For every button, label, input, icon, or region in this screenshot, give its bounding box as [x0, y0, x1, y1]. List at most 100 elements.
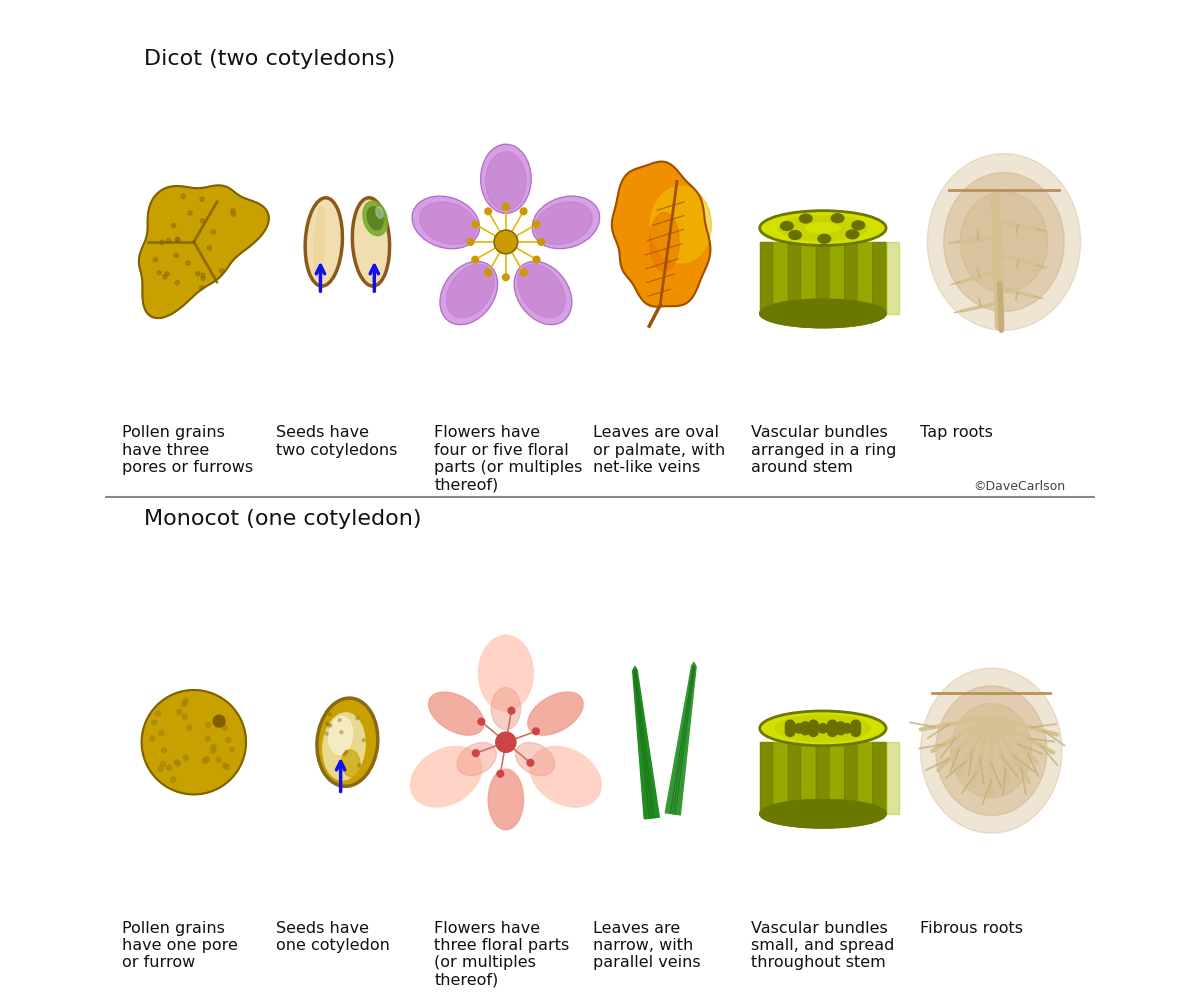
Circle shape [150, 736, 155, 741]
Circle shape [222, 725, 227, 730]
Ellipse shape [530, 746, 601, 807]
Ellipse shape [950, 704, 1032, 797]
Circle shape [828, 720, 838, 730]
Circle shape [809, 727, 818, 737]
Circle shape [164, 272, 169, 276]
Circle shape [494, 230, 517, 254]
Polygon shape [760, 742, 886, 813]
Circle shape [184, 755, 188, 760]
Circle shape [157, 270, 161, 275]
Ellipse shape [775, 715, 870, 742]
Bar [830, 742, 842, 813]
Ellipse shape [428, 692, 484, 735]
Bar [816, 242, 828, 313]
Ellipse shape [323, 713, 365, 780]
Bar [830, 242, 842, 313]
Polygon shape [632, 666, 659, 818]
Circle shape [473, 750, 479, 757]
Ellipse shape [517, 264, 565, 318]
Text: Monocot (one cotyledon): Monocot (one cotyledon) [144, 509, 421, 529]
Circle shape [800, 726, 810, 735]
Ellipse shape [479, 635, 533, 711]
Ellipse shape [818, 234, 830, 243]
Circle shape [818, 724, 828, 733]
Circle shape [472, 221, 479, 228]
Circle shape [200, 273, 205, 277]
Ellipse shape [760, 299, 886, 328]
Circle shape [538, 239, 545, 245]
Ellipse shape [780, 222, 793, 231]
Circle shape [836, 722, 845, 732]
Circle shape [154, 257, 157, 262]
Circle shape [161, 748, 167, 753]
Ellipse shape [481, 144, 532, 214]
Circle shape [325, 722, 329, 725]
Circle shape [828, 727, 838, 737]
Circle shape [220, 269, 224, 273]
Circle shape [485, 269, 492, 276]
Text: ©DaveCarlson: ©DaveCarlson [973, 480, 1066, 493]
Text: Seeds have
one cotyledon: Seeds have one cotyledon [276, 920, 390, 953]
Circle shape [497, 770, 504, 777]
Ellipse shape [532, 197, 600, 249]
Ellipse shape [376, 207, 383, 218]
Circle shape [175, 280, 180, 284]
Bar [844, 242, 857, 313]
Circle shape [356, 717, 359, 720]
Circle shape [485, 208, 492, 215]
Ellipse shape [329, 717, 353, 754]
Circle shape [325, 732, 328, 735]
Circle shape [216, 757, 221, 762]
Circle shape [158, 766, 163, 771]
Circle shape [205, 723, 211, 728]
Circle shape [156, 711, 161, 716]
Circle shape [210, 748, 216, 753]
Circle shape [800, 722, 810, 732]
Ellipse shape [535, 202, 593, 245]
Circle shape [533, 728, 539, 735]
Bar [774, 742, 786, 813]
Circle shape [184, 699, 188, 704]
Text: Fibrous roots: Fibrous roots [919, 920, 1022, 935]
Circle shape [343, 753, 346, 756]
Ellipse shape [342, 750, 360, 777]
Ellipse shape [491, 687, 521, 730]
Circle shape [200, 219, 204, 223]
Bar [858, 742, 871, 813]
Text: Pollen grains
have three
pores or furrows: Pollen grains have three pores or furrow… [122, 425, 253, 475]
Circle shape [503, 274, 509, 280]
Circle shape [785, 720, 794, 730]
Ellipse shape [515, 261, 572, 325]
Circle shape [232, 212, 235, 217]
Circle shape [344, 750, 348, 753]
Circle shape [186, 261, 190, 265]
Circle shape [521, 269, 527, 276]
Circle shape [181, 702, 187, 707]
Circle shape [167, 238, 170, 243]
Ellipse shape [832, 214, 844, 223]
Circle shape [496, 732, 516, 752]
Bar [774, 242, 786, 313]
Circle shape [785, 727, 794, 737]
Circle shape [161, 761, 166, 767]
Ellipse shape [528, 692, 583, 735]
Circle shape [851, 724, 860, 733]
Polygon shape [612, 161, 710, 306]
Ellipse shape [760, 211, 886, 245]
Text: Tap roots: Tap roots [919, 425, 992, 440]
Text: Leaves are oval
or palmate, with
net-like veins: Leaves are oval or palmate, with net-lik… [593, 425, 725, 475]
Ellipse shape [760, 799, 886, 828]
Circle shape [176, 238, 180, 242]
Ellipse shape [846, 230, 859, 239]
Text: Pollen grains
have one pore
or furrow: Pollen grains have one pore or furrow [122, 920, 238, 971]
Ellipse shape [788, 231, 802, 240]
Text: Flowers have
four or five floral
parts (or multiples
thereof): Flowers have four or five floral parts (… [434, 425, 583, 492]
Circle shape [230, 209, 235, 213]
Bar [760, 242, 773, 313]
Ellipse shape [779, 216, 868, 241]
Circle shape [340, 731, 343, 734]
Circle shape [202, 759, 208, 764]
Circle shape [226, 738, 230, 743]
Circle shape [175, 237, 180, 242]
Polygon shape [760, 242, 886, 313]
